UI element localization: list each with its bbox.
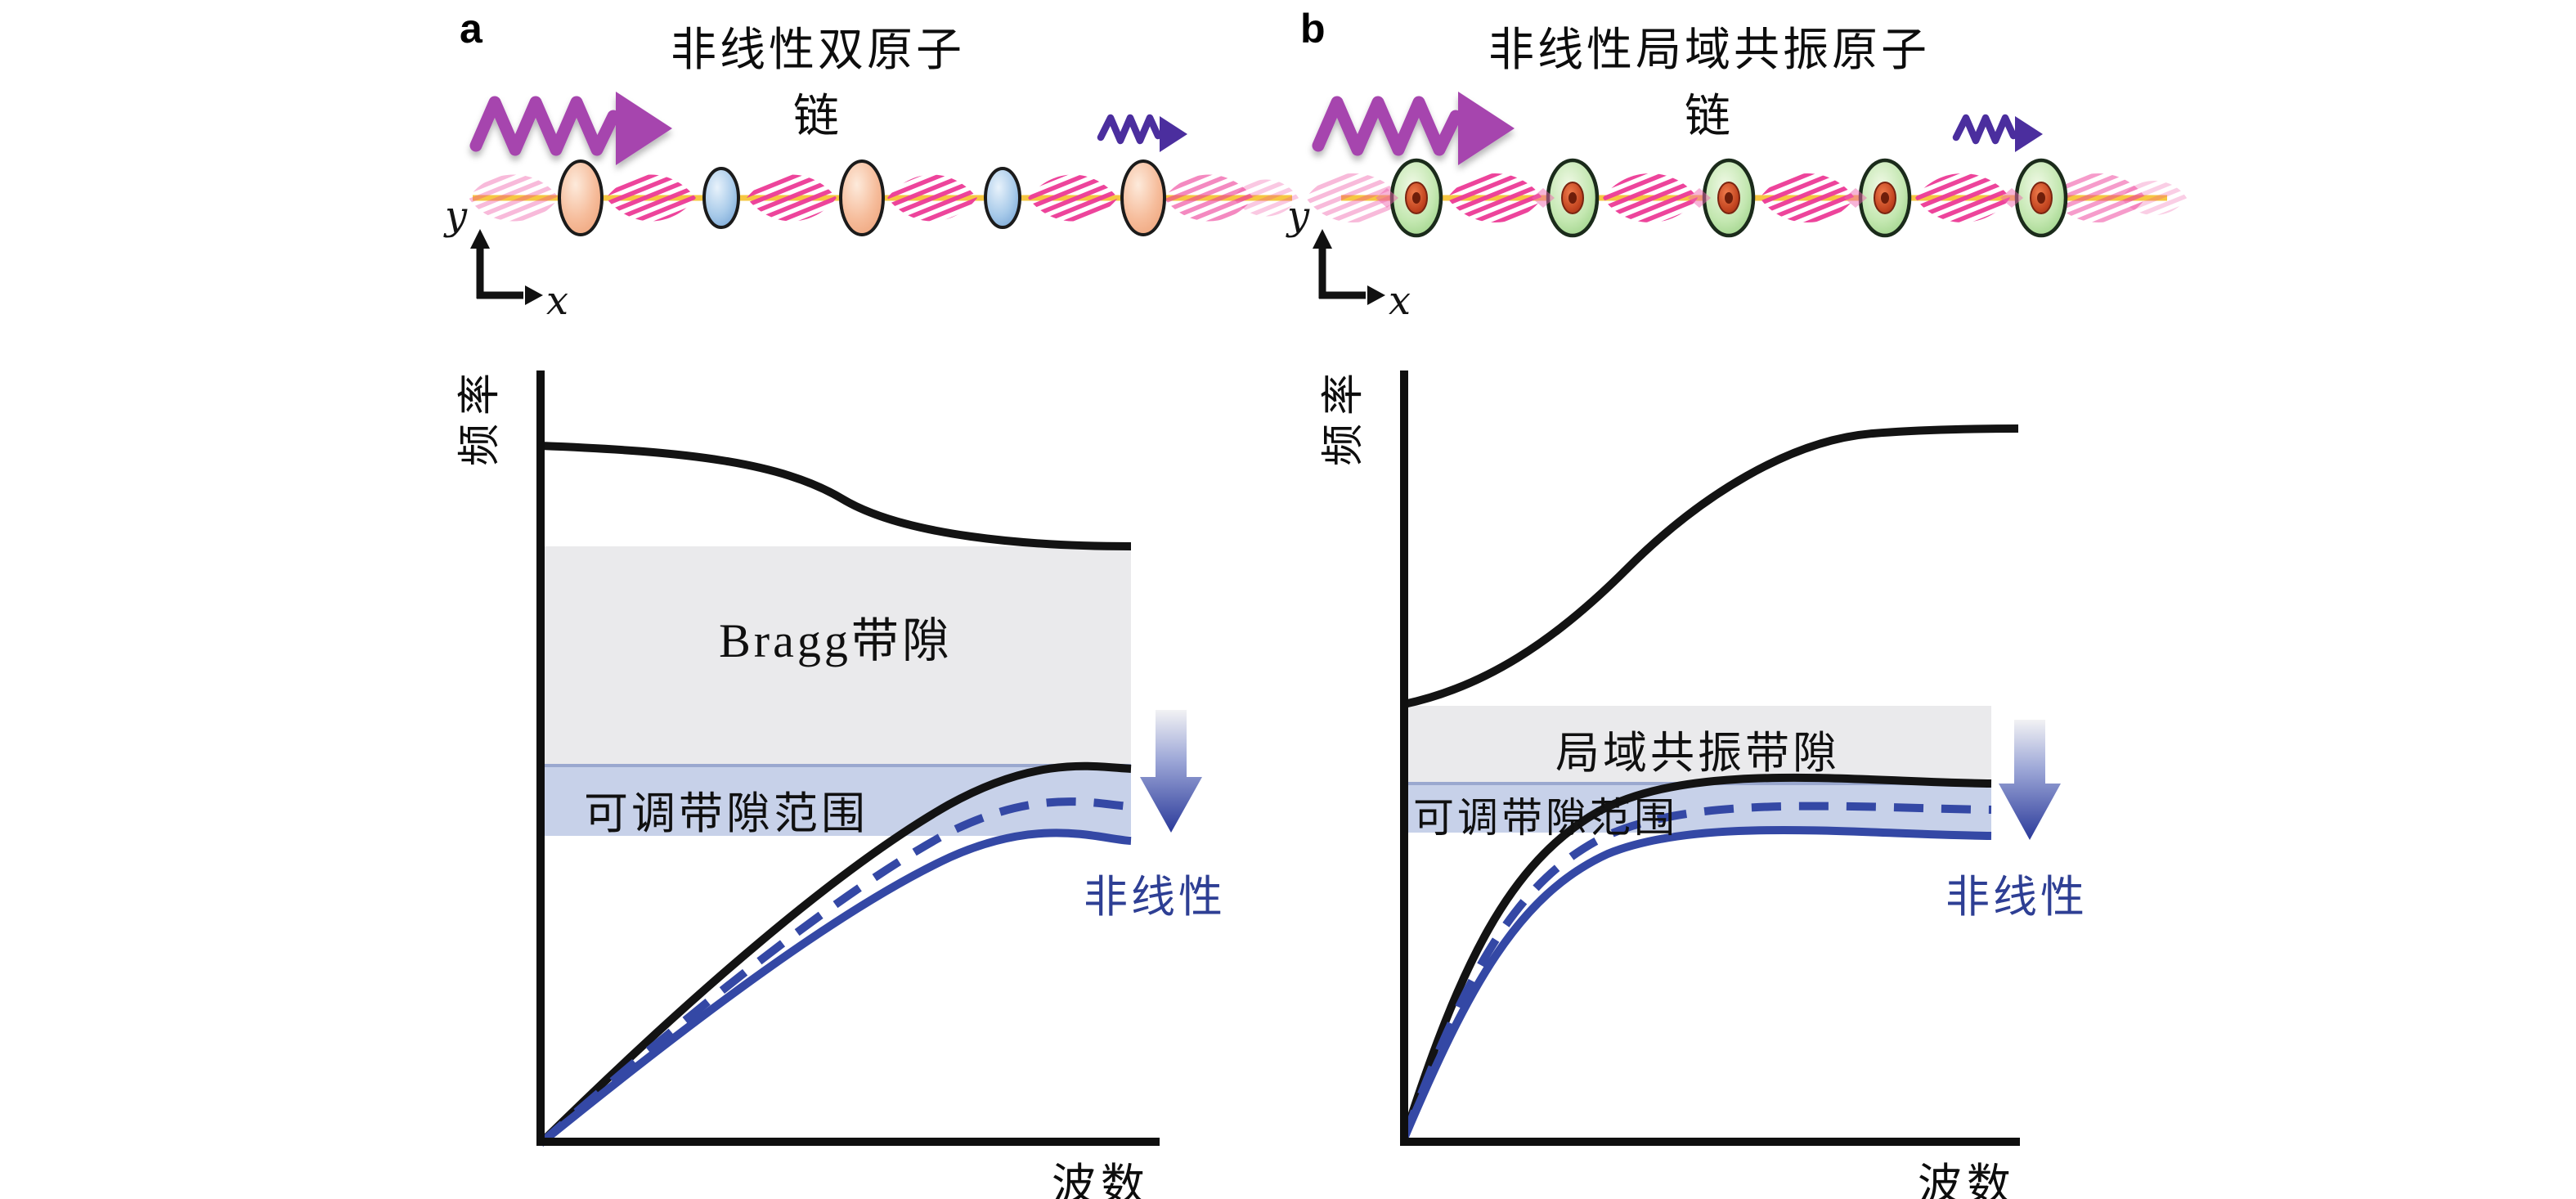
panel-b-tunable-range-label: 可调带隙范围	[1413, 795, 1678, 841]
pink-striped-wave-packet	[1603, 173, 1698, 222]
panel-a-y-axis-letter: y	[445, 193, 468, 239]
panel-b-letter: b	[1300, 6, 1326, 52]
panel-b-wavenumber-axis-label: 波数	[1918, 1161, 2016, 1199]
panel-a-plot	[536, 370, 1202, 1147]
panel-b-plot	[1400, 370, 2061, 1146]
wave-packets	[1306, 173, 2187, 222]
panel-a-wavenumber-axis-label: 波数	[1052, 1161, 1150, 1199]
local-resonance-gap-band	[1404, 706, 1991, 783]
panel-a-letter: a	[460, 6, 482, 52]
acoustic-branch-nonlinear-curve	[1400, 826, 1992, 1140]
acoustic-branch-linear-curve	[537, 761, 1132, 1147]
x-arrowhead-icon	[525, 285, 543, 305]
panel-a-x-axis-letter: x	[546, 278, 569, 324]
acoustic-branch-dashed-curve	[537, 797, 1132, 1147]
panel-b-bandgap-label: 局域共振带隙	[1555, 729, 1840, 778]
panel-a-bandgap-label: Bragg带隙	[719, 614, 953, 667]
atom-large-orange	[1120, 159, 1166, 236]
pink-striped-wave-packet	[747, 174, 837, 222]
panel-a-chain	[469, 92, 1299, 305]
nonlinear-shift-down-arrow	[1999, 720, 2061, 840]
transmitted-wave-arrow	[1952, 114, 2043, 152]
optical-branch-curve	[540, 442, 1132, 550]
pink-striped-wave-packet	[1447, 173, 1542, 222]
optical-branch-curve	[1402, 424, 2019, 708]
atom-small-blue	[702, 167, 740, 229]
xy-axes-icon	[470, 229, 543, 305]
acoustic-branch-nonlinear-curve	[537, 829, 1132, 1147]
panel-b-frequency-axis-label: 频率	[1321, 365, 1367, 467]
atom-large-orange	[558, 159, 604, 236]
pink-striped-wave-packet	[469, 174, 559, 222]
panel-b-title: 非线性局域共振原子链	[1488, 25, 1930, 142]
y-arrowhead-icon	[470, 229, 490, 249]
pink-striped-wave-packet	[1915, 173, 2010, 222]
panel-a-title: 非线性双原子链	[671, 25, 965, 142]
x-arrowhead-icon	[1367, 285, 1385, 305]
pink-striped-wave-packet	[887, 174, 977, 222]
panel-b-nonlinear-label: 非线性	[1945, 873, 2088, 922]
panel-a-frequency-axis-label: 频率	[457, 365, 504, 467]
xy-axes-icon	[1313, 229, 1385, 305]
atoms	[558, 159, 1166, 236]
bragg-gap-band	[541, 546, 1131, 765]
panel-b-x-axis-letter: x	[1389, 278, 1411, 324]
wave-packets	[469, 174, 1299, 222]
acoustic-branch-linear-curve	[1400, 773, 1992, 1140]
nonlinear-shift-down-arrow	[1140, 710, 1202, 833]
pink-striped-wave-packet	[1028, 174, 1118, 222]
pink-striped-wave-packet	[606, 174, 696, 222]
panel-b-y-axis-letter: y	[1287, 193, 1310, 239]
pink-striped-wave-packet	[2051, 173, 2146, 222]
pink-striped-wave-packet	[1164, 174, 1254, 222]
tunable-gap-band	[1404, 783, 1991, 833]
pink-striped-wave-packet	[1306, 173, 1401, 222]
atom-small-blue	[984, 167, 1021, 229]
incident-wave-arrow	[1312, 92, 1515, 165]
arrowhead	[2015, 116, 2043, 152]
atom-large-orange	[839, 159, 885, 236]
transmitted-wave-arrow	[1097, 114, 1187, 152]
panel-b-chain	[1306, 92, 2187, 305]
pink-striped-wave-packet	[1760, 173, 1855, 222]
pink-striped-wave-packet	[2121, 181, 2187, 215]
arrowhead	[1160, 116, 1187, 152]
panel-a-nonlinear-label: 非线性	[1084, 873, 1226, 922]
panel-a-tunable-range-label: 可调带隙范围	[584, 789, 868, 838]
pink-striped-wave-packet	[1233, 179, 1299, 217]
arrowhead	[1458, 92, 1515, 165]
y-arrowhead-icon	[1313, 229, 1332, 249]
tunable-gap-band	[541, 765, 1131, 836]
acoustic-branch-dashed-curve	[1400, 802, 1992, 1140]
arrowhead	[616, 92, 672, 165]
inner-wave-diamonds	[1376, 188, 2023, 208]
incident-wave-arrow	[469, 92, 672, 165]
atoms	[1376, 158, 2068, 238]
